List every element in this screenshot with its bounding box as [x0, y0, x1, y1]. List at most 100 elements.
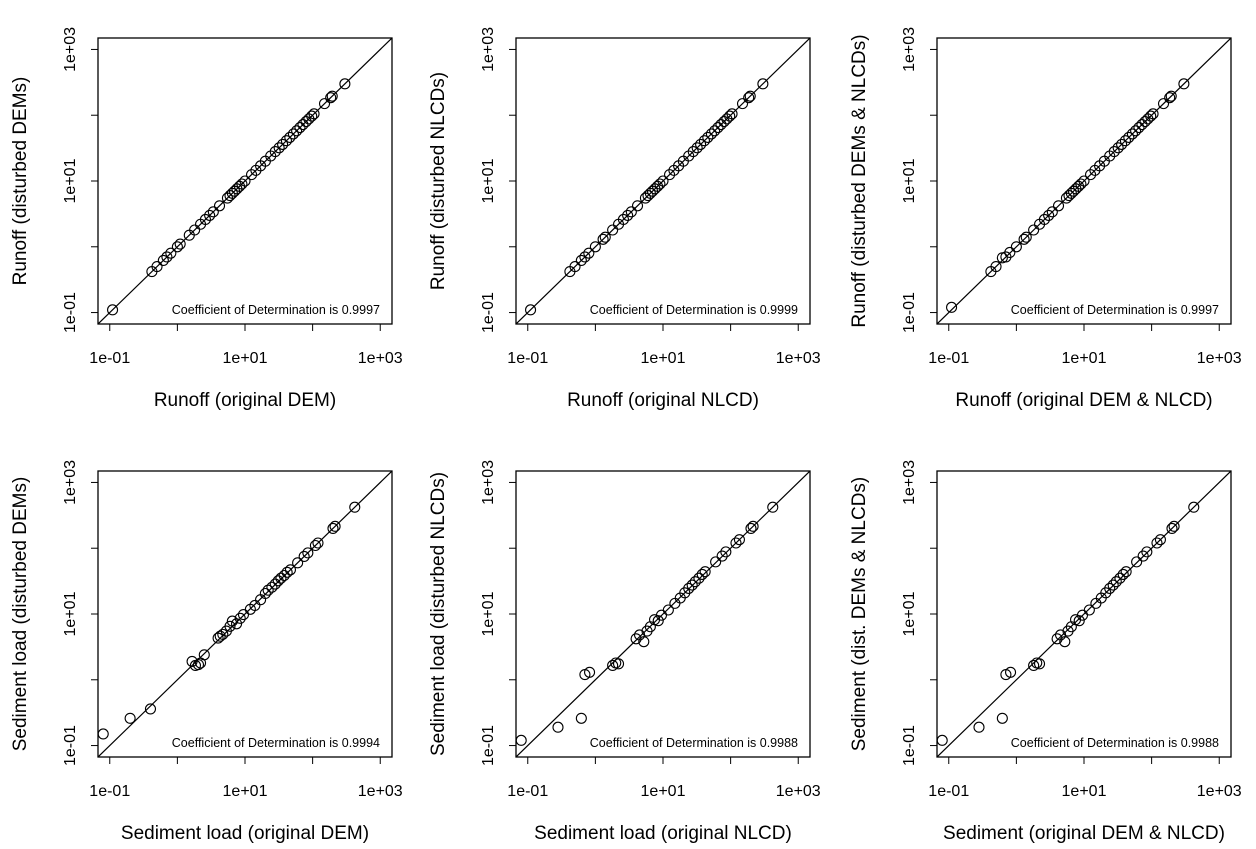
x-tick-label: 1e+01 — [641, 350, 686, 367]
y-tick-label: 1e-01 — [901, 292, 918, 333]
data-point — [165, 247, 177, 259]
r-squared-annotation: Coefficient of Determination is 0.9994 — [172, 736, 380, 750]
x-tick-label: 1e-01 — [928, 350, 969, 367]
data-point — [1010, 241, 1022, 253]
data-point — [207, 206, 219, 218]
data-point — [757, 78, 769, 90]
data-point — [249, 599, 261, 611]
x-tick-label: 1e+01 — [223, 783, 268, 800]
data-point — [657, 175, 669, 187]
x-tick-label: 1e+03 — [1197, 783, 1242, 800]
data-point — [599, 231, 611, 243]
identity-line — [937, 471, 1231, 757]
y-tick-label: 1e-01 — [901, 725, 918, 766]
data-point — [1147, 108, 1159, 120]
data-point — [1107, 579, 1119, 591]
data-point — [695, 138, 707, 150]
data-point — [584, 666, 596, 678]
data-point — [329, 520, 341, 532]
data-point — [1165, 90, 1177, 102]
data-point — [292, 557, 304, 569]
y-axis-label: Sediment (dist. DEMs & NLCDs) — [849, 477, 870, 752]
data-point — [1119, 135, 1131, 147]
data-point — [124, 712, 136, 724]
x-tick-label: 1e+03 — [776, 783, 821, 800]
x-tick-label: 1e+01 — [1062, 783, 1107, 800]
data-point — [767, 501, 779, 513]
data-point — [277, 138, 289, 150]
x-tick-label: 1e-01 — [507, 350, 548, 367]
data-point — [990, 261, 1002, 273]
x-axis-label: Runoff (original DEM & NLCD) — [955, 390, 1212, 411]
data-point — [1131, 556, 1143, 568]
data-point — [683, 582, 695, 594]
y-tick-label: 1e+01 — [901, 591, 918, 636]
x-tick-label: 1e-01 — [928, 783, 969, 800]
data-point — [699, 566, 711, 578]
data-point — [726, 108, 738, 120]
y-axis-label: Runoff (disturbed DEMs) — [10, 77, 31, 286]
data-point — [192, 659, 205, 671]
x-axis-label: Runoff (original NLCD) — [567, 390, 759, 411]
data-point — [1188, 501, 1200, 513]
y-tick-label: 1e-01 — [480, 725, 497, 766]
data-point — [1108, 146, 1120, 158]
data-point — [308, 108, 320, 120]
x-axis-label: Runoff (original DEM) — [154, 390, 336, 411]
x-axis-label: Sediment (original DEM & NLCD) — [943, 823, 1225, 844]
r-squared-annotation: Coefficient of Determination is 0.9988 — [1011, 736, 1219, 750]
data-point — [287, 128, 299, 140]
data-point — [266, 581, 278, 593]
data-point — [144, 703, 157, 715]
y-tick-label: 1e+01 — [62, 591, 79, 636]
data-point — [1046, 206, 1058, 218]
x-tick-label: 1e-01 — [507, 783, 548, 800]
y-tick-label: 1e+03 — [901, 460, 918, 505]
data-point — [298, 550, 310, 562]
data-point — [273, 142, 285, 154]
identity-line — [98, 471, 392, 757]
x-axis-label: Sediment load (original DEM) — [121, 823, 369, 844]
data-point — [515, 734, 527, 746]
data-point — [213, 200, 226, 212]
data-point — [597, 233, 609, 245]
data-point — [715, 119, 727, 131]
data-point — [1117, 568, 1129, 580]
x-tick-label: 1e+03 — [358, 350, 403, 367]
data-point — [1120, 566, 1132, 578]
r-squared-annotation: Coefficient of Determination is 0.9997 — [172, 303, 380, 317]
data-point — [579, 251, 591, 263]
x-tick-label: 1e+03 — [1197, 350, 1242, 367]
data-point — [575, 254, 587, 266]
y-axis-label: Runoff (disturbed DEMs & NLCDs) — [849, 34, 870, 327]
data-point — [297, 119, 309, 131]
data-point — [1130, 125, 1142, 137]
data-point — [724, 110, 736, 122]
data-point — [186, 655, 198, 667]
data-point — [1110, 576, 1122, 588]
data-point — [687, 146, 699, 158]
data-point — [1020, 231, 1032, 243]
data-point — [1078, 175, 1090, 187]
data-point — [1112, 142, 1124, 154]
data-point — [1168, 520, 1180, 532]
data-point — [269, 146, 281, 158]
data-point — [973, 721, 985, 733]
data-point — [625, 206, 637, 218]
data-point — [1090, 597, 1102, 609]
data-point — [552, 721, 564, 733]
scatter-panel-5: 1e-01 1e-01 1e+01 1e+01 1e+03 1e+03 Sediment l… — [428, 460, 821, 844]
data-point — [1028, 224, 1040, 236]
data-point — [745, 522, 757, 534]
data-point — [607, 659, 619, 672]
y-tick-label: 1e+01 — [901, 158, 918, 203]
data-point — [589, 241, 601, 253]
data-point — [280, 135, 292, 147]
data-point — [107, 304, 119, 316]
data-point — [575, 712, 587, 724]
x-tick-label: 1e+03 — [776, 350, 821, 367]
data-point — [705, 128, 717, 140]
scatter-panel-6: 1e-01 1e-01 1e+01 1e+01 1e+03 1e+03 Sediment (… — [849, 460, 1242, 844]
data-point — [259, 587, 271, 600]
